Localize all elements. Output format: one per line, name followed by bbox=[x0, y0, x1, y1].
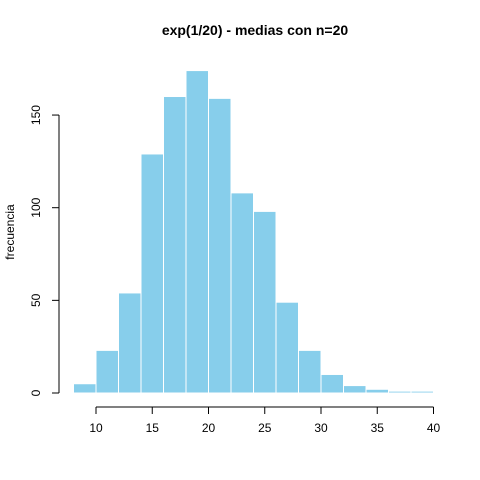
histogram-bar-7 bbox=[230, 192, 254, 394]
histogram-bar-11 bbox=[320, 373, 344, 394]
bars-group bbox=[73, 70, 434, 394]
x-axis: 10 15 20 25 30 35 40 bbox=[89, 406, 441, 435]
x-tick-label: 35 bbox=[371, 421, 385, 435]
x-tick-label: 10 bbox=[89, 421, 103, 435]
histogram-bar-15 bbox=[410, 390, 434, 394]
y-axis: 0 50 100 150 bbox=[29, 105, 60, 396]
y-tick-label: 100 bbox=[29, 197, 43, 217]
histogram-bar-0 bbox=[73, 383, 97, 394]
histogram-bar-2 bbox=[118, 292, 142, 394]
histogram-bar-9 bbox=[275, 301, 299, 394]
y-tick-label: 150 bbox=[29, 105, 43, 125]
histogram-bar-5 bbox=[185, 70, 209, 394]
chart-title: exp(1/20) - medias con n=20 bbox=[162, 22, 349, 38]
x-tick-label: 30 bbox=[314, 421, 328, 435]
histogram-bar-14 bbox=[388, 390, 412, 394]
x-tick-label: 20 bbox=[202, 421, 216, 435]
histogram-bar-3 bbox=[140, 153, 164, 394]
histogram-bar-10 bbox=[298, 349, 322, 394]
x-tick-label: 25 bbox=[258, 421, 272, 435]
y-axis-title: frecuencia bbox=[3, 204, 17, 260]
x-tick-label: 40 bbox=[427, 421, 441, 435]
histogram-bar-1 bbox=[95, 349, 119, 394]
histogram-bar-12 bbox=[343, 385, 367, 394]
x-tick-label: 15 bbox=[146, 421, 160, 435]
histogram-bar-13 bbox=[365, 388, 389, 394]
histogram-bar-4 bbox=[163, 96, 187, 394]
histogram-bar-6 bbox=[208, 97, 232, 394]
histogram-bar-8 bbox=[253, 210, 277, 394]
y-tick-label: 0 bbox=[29, 389, 43, 396]
y-tick-label: 50 bbox=[29, 293, 43, 307]
